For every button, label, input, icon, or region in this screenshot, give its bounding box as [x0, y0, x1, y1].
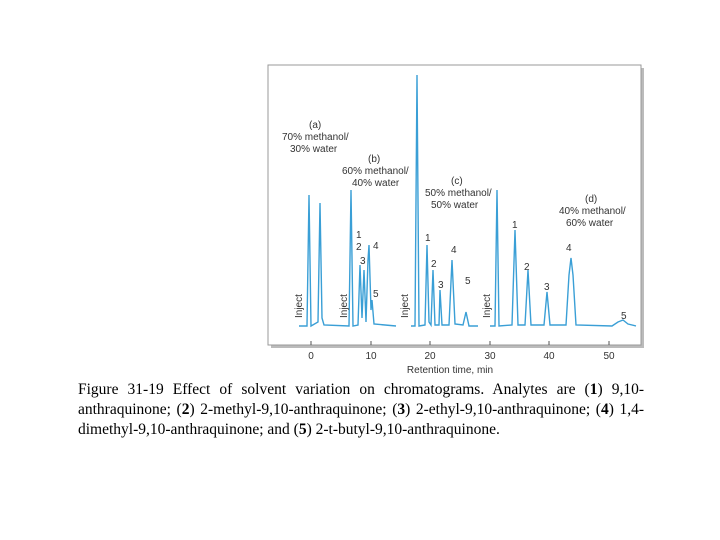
peak-label: 3	[438, 280, 444, 291]
condition: 30% water	[290, 144, 338, 155]
panel-label: (a)	[309, 120, 321, 131]
chromatogram-trace	[299, 74, 637, 328]
peak-label: 2	[431, 259, 437, 270]
caption-text: ) 2-ethyl-9,10-anthraquinone; (	[405, 401, 601, 418]
condition: 60% methanol/	[342, 166, 409, 177]
peak-label: 1	[512, 220, 518, 231]
condition: 50% methanol/	[425, 188, 492, 199]
condition: 60% water	[566, 218, 614, 229]
x-tick-label: 10	[365, 351, 377, 362]
caption-number: 5	[298, 421, 307, 438]
condition: 70% methanol/	[282, 132, 349, 143]
x-tick-label: 40	[543, 351, 555, 362]
x-tick-label: 0	[308, 351, 314, 362]
caption-number: 1	[589, 381, 598, 398]
caption-number: 2	[181, 401, 190, 418]
peak-label: 4	[373, 241, 379, 252]
caption-text: ) 9,10-anthraquinone; (	[78, 381, 644, 418]
caption-text: Figure 31-19 Effect of solvent variation…	[78, 381, 590, 398]
peak-label: 5	[465, 276, 471, 287]
inject-label: Inject	[400, 294, 411, 318]
figure-frame	[267, 64, 642, 346]
peak-label: 2	[356, 242, 362, 253]
x-tick-label: 30	[484, 351, 496, 362]
peak-label: 5	[373, 289, 379, 300]
caption-text: ) 2-methyl-9,10-anthraquinone; (	[189, 401, 398, 418]
caption-number: 3	[397, 401, 406, 418]
panel-label: (c)	[451, 176, 463, 187]
x-tick-label: 20	[424, 351, 436, 362]
inject-label: Inject	[339, 294, 350, 318]
caption: Figure 31-19 Effect of solvent variation…	[78, 380, 644, 440]
x-tick-label: 50	[603, 351, 615, 362]
caption-text: ) 1,4-dimethyl-9,10-anthraquinone; and (	[78, 401, 644, 438]
peak-label: 2	[524, 262, 530, 273]
x-axis-label: Retention time, min	[407, 365, 493, 376]
inject-label: Inject	[482, 294, 493, 318]
inject-label: Inject	[294, 294, 305, 318]
peak-label: 1	[356, 230, 362, 241]
caption-text: ) 2-t-butyl-9,10-anthraquinone.	[306, 421, 500, 438]
panel-label: (b)	[368, 154, 380, 165]
peak-label: 1	[425, 233, 431, 244]
condition: 40% water	[352, 178, 400, 189]
axis-ticks	[310, 341, 610, 345]
peak-label: 3	[544, 282, 550, 293]
condition: 50% water	[431, 200, 479, 211]
peak-label: 3	[360, 256, 366, 267]
peak-label: 4	[566, 243, 572, 254]
peak-label: 4	[451, 245, 457, 256]
condition: 40% methanol/	[559, 206, 626, 217]
panel-label: (d)	[585, 194, 597, 205]
peak-label: 5	[621, 311, 627, 322]
caption-number: 4	[600, 401, 609, 418]
